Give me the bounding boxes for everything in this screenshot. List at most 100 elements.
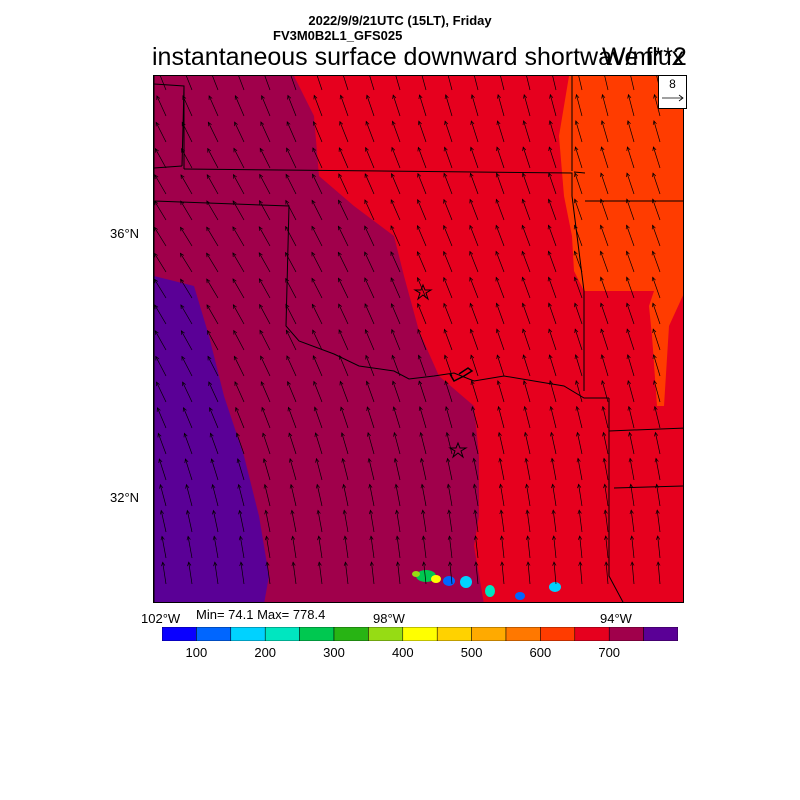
wind-vector (392, 121, 401, 143)
wind-vector-head (521, 276, 526, 282)
wind-vector-head (206, 278, 211, 284)
wind-vector (369, 484, 375, 507)
wind-vector-head (287, 380, 291, 386)
wind-vector-head (600, 146, 605, 152)
wind-vector-head (212, 535, 217, 541)
wind-vector-head (365, 380, 370, 386)
wind-vector (526, 510, 531, 533)
wind-vector (501, 562, 505, 585)
wind-vector-head (469, 302, 474, 308)
wind-vector (522, 277, 531, 299)
wind-vector (338, 200, 349, 221)
wind-vector-head (160, 535, 165, 541)
wind-vector (602, 94, 609, 117)
wind-vector (390, 225, 401, 247)
wind-vector (206, 174, 219, 195)
wind-vector (188, 562, 193, 585)
wind-vector (449, 536, 453, 559)
wind-vector-head (417, 354, 422, 360)
colorbar-segment (471, 627, 507, 641)
wind-vector (521, 251, 531, 273)
wind-vector (234, 381, 245, 403)
wind-vector (154, 279, 167, 299)
wind-vector (339, 121, 349, 143)
wind-vector-head (238, 535, 243, 541)
wind-vector-head (626, 120, 631, 125)
wind-vector-head (206, 200, 211, 206)
wind-vector (287, 95, 297, 117)
wind-vector-head (416, 224, 421, 230)
wind-vector-head (364, 251, 369, 257)
wind-vector (444, 329, 453, 351)
wind-vector (182, 381, 193, 403)
wind-vector-head (496, 146, 501, 152)
wind-vector-head (265, 561, 270, 567)
wind-vector (600, 303, 609, 325)
wind-vector (421, 76, 427, 91)
wind-vector-head (259, 173, 264, 179)
wind-vector-head (155, 121, 160, 127)
wind-vector-head (154, 226, 158, 232)
wind-vector (629, 458, 635, 481)
wind-vector-head (206, 174, 211, 179)
wind-vector (575, 380, 583, 403)
wind-vector-head (207, 355, 212, 361)
wind-vector (500, 510, 505, 533)
wind-vector (605, 562, 609, 585)
wind-vector (548, 303, 557, 325)
wind-vector-head (338, 303, 343, 309)
wind-vector-head (364, 277, 369, 283)
wind-vector-head (417, 146, 422, 152)
wind-vector-head (522, 380, 527, 385)
wind-vector-head (654, 431, 659, 437)
wind-vector (312, 147, 323, 169)
wind-vector (522, 303, 531, 325)
wind-vector-head (603, 483, 608, 489)
wind-vector (472, 432, 479, 455)
wind-vector (338, 278, 349, 299)
wind-vector (449, 562, 453, 585)
wind-vector-head (551, 509, 556, 515)
wind-vector (155, 356, 167, 377)
wind-vector-head (599, 198, 604, 204)
wind-vector (549, 94, 557, 117)
wind-vector-head (443, 172, 448, 178)
wind-vector (285, 174, 297, 195)
wind-vector (497, 120, 505, 143)
wind-vector (578, 76, 583, 91)
wind-vector (601, 120, 609, 143)
wind-vector-head (258, 252, 263, 257)
wind-vector-head (180, 226, 184, 232)
wind-vector (548, 225, 557, 247)
wind-vector-head (390, 251, 395, 256)
wind-vector-head (154, 330, 159, 335)
wind-vector (523, 94, 531, 117)
wind-vector-head (575, 405, 580, 411)
wind-vector (445, 406, 453, 429)
wind-vector-head (287, 406, 292, 412)
wind-vector-head (602, 431, 607, 437)
wind-vector (627, 380, 635, 403)
wind-vector (368, 458, 375, 481)
wind-vector (364, 199, 375, 221)
wind-vector-head (259, 147, 264, 153)
wind-vector (652, 328, 661, 351)
wind-vector (371, 562, 375, 585)
wind-vector-head (237, 483, 242, 489)
wind-vector (311, 278, 323, 299)
wind-vector-head (186, 535, 191, 541)
wind-vector-head (651, 250, 656, 256)
wind-vector (522, 328, 531, 351)
wind-vector-head (259, 303, 264, 309)
wind-vector-head (469, 276, 474, 282)
wind-vector (207, 122, 219, 143)
wind-vector (180, 227, 193, 247)
wind-vector (370, 536, 375, 559)
wind-vector (311, 226, 323, 247)
wind-vector (289, 458, 297, 481)
wind-vector-head (317, 535, 322, 541)
wind-vector-head (234, 381, 239, 386)
wind-vector-head (285, 277, 290, 283)
wind-vector-head (574, 302, 578, 308)
wind-vector-head (161, 561, 166, 567)
